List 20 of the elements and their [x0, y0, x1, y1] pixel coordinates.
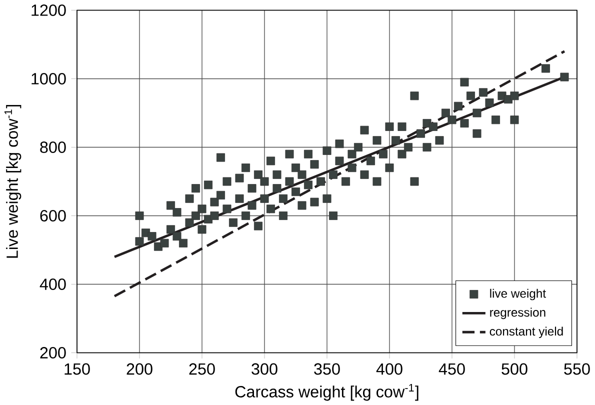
- x-tick-label: 200: [126, 363, 152, 375]
- y-axis-title: Live weight [kg cow$^{-1}$]: [4, 104, 22, 258]
- x-tick-label: 550: [564, 363, 590, 375]
- x-axis-title: Carcass weight [kg cow$^{-1}$]: [235, 384, 418, 401]
- x-tick-label: 300: [252, 363, 278, 375]
- y-tick-label: 400: [40, 278, 66, 290]
- legend-label: regression: [490, 308, 546, 320]
- x-tick-label: 250: [189, 363, 215, 375]
- legend-label: live weight: [490, 288, 546, 300]
- y-tick-label: 600: [40, 210, 66, 222]
- x-tick-label: 400: [376, 363, 402, 375]
- y-tick-label: 200: [40, 346, 66, 358]
- x-tick-label: 150: [64, 363, 90, 375]
- y-tick-label: 1200: [32, 4, 66, 16]
- x-tick-label: 350: [314, 363, 340, 375]
- y-tick-label: 1000: [32, 72, 66, 84]
- x-tick-label: 500: [502, 363, 528, 375]
- y-tick-label: 800: [40, 141, 66, 153]
- legend-label: constant yield: [490, 326, 563, 338]
- x-tick-label: 450: [438, 363, 465, 375]
